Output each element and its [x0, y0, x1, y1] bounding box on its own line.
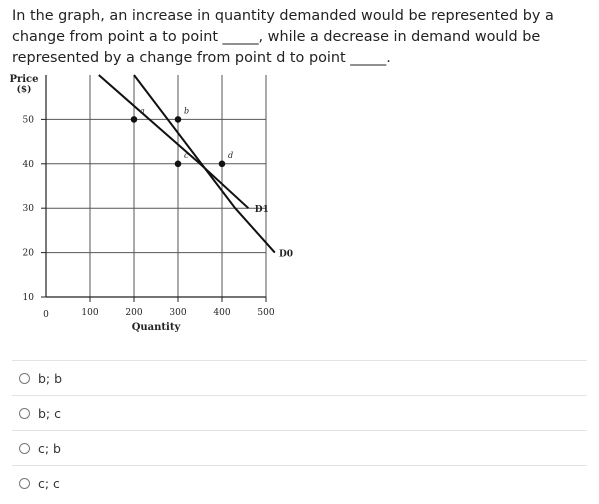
x-tick-label: 200 — [125, 308, 142, 318]
answer-options: b; b b; c c; b c; c — [12, 360, 587, 500]
option-4[interactable]: c; c — [12, 465, 587, 500]
axes: 10 20 30 40 50 100 200 300 400 500 0 Price($) Quanti… — [9, 74, 274, 333]
point-label-b: b — [184, 106, 189, 115]
option-label: c; b — [38, 440, 61, 456]
point-d — [218, 160, 226, 168]
point-label-d: d — [228, 151, 233, 160]
x-tick-label: 400 — [213, 308, 230, 318]
option-3[interactable]: c; b — [12, 430, 587, 465]
option-label: b; b — [38, 370, 63, 386]
x-tick-label: 500 — [257, 308, 274, 318]
radio-button[interactable] — [19, 442, 30, 454]
demand-curves — [98, 74, 276, 254]
option-label: c; c — [38, 475, 60, 491]
point-label-c: c — [184, 151, 189, 160]
radio-button[interactable] — [19, 372, 30, 384]
option-2[interactable]: b; c — [12, 395, 587, 430]
radio-button[interactable] — [19, 477, 30, 489]
point-c — [174, 160, 182, 168]
y-tick-label: 50 — [23, 115, 35, 125]
x-tick-label: 100 — [81, 308, 98, 318]
y-tick-label: 20 — [23, 249, 35, 259]
point-b — [174, 116, 182, 123]
curve-label-d0: D0 — [279, 250, 293, 260]
y-tick-label: 40 — [23, 160, 35, 170]
origin-label: 0 — [43, 310, 49, 320]
point-label-a: a — [140, 106, 145, 115]
x-tick-label: 300 — [169, 308, 186, 318]
demand-curve-d1 — [98, 74, 250, 209]
y-tick-label: 30 — [23, 204, 35, 214]
option-label: b; c — [38, 405, 61, 421]
demand-graph: 10 20 30 40 50 100 200 300 400 500 0 Price($) Quanti… — [9, 74, 293, 333]
question-text: In the graph, an increase in quantity de… — [12, 8, 554, 66]
option-1[interactable]: b; b — [12, 360, 587, 395]
point-a — [130, 116, 138, 123]
demand-curve-d0 — [133, 74, 276, 254]
y-axis-label: Price — [9, 74, 38, 85]
curve-label-d1: D1 — [255, 205, 269, 215]
labels: D1 D0 — [255, 205, 293, 259]
grid — [46, 75, 267, 297]
points: a b c d — [130, 106, 233, 168]
y-tick-label: 10 — [23, 293, 35, 303]
radio-button[interactable] — [19, 407, 30, 419]
y-axis-unit: ($) — [17, 84, 32, 95]
x-axis-label: Quantity — [132, 322, 182, 333]
